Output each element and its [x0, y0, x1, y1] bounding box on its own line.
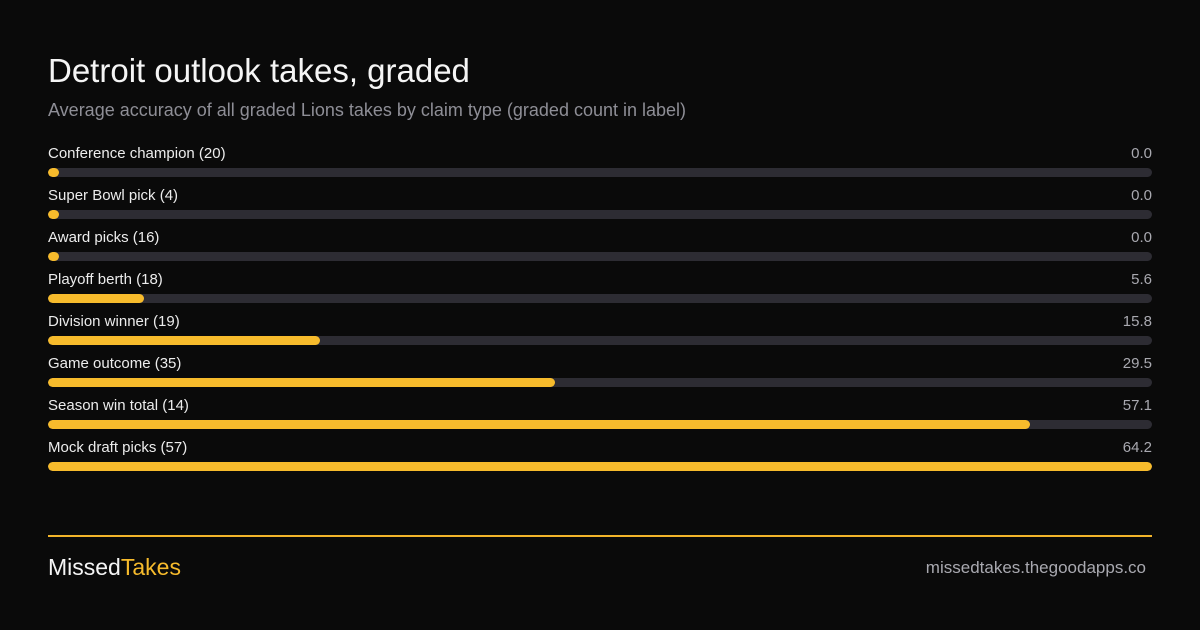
- chart-title: Detroit outlook takes, graded: [48, 52, 470, 89]
- brand-name-part1: Missed: [48, 554, 121, 580]
- brand-logo: MissedTakes: [48, 553, 181, 581]
- bar-row: Award picks (16) 0.0: [48, 227, 1152, 269]
- bar: [48, 210, 59, 219]
- bar-track: [48, 294, 1152, 303]
- bar-value-label: 57.1: [1122, 397, 1152, 414]
- bar-row: Division winner (19) 15.8: [48, 311, 1152, 353]
- bar-track: [48, 336, 1152, 345]
- bar: [48, 462, 1152, 471]
- bar-value-label: 64.2: [1122, 439, 1152, 456]
- bar-track: [48, 378, 1152, 387]
- bar-row: Season win total (14) 57.1: [48, 395, 1152, 437]
- bar-value-label: 0.0: [1131, 145, 1152, 162]
- bar-row: Game outcome (35) 29.5: [48, 353, 1152, 395]
- bar-row: Playoff berth (18) 5.6: [48, 269, 1152, 311]
- bar-track: [48, 420, 1152, 429]
- bar-row: Mock draft picks (57) 64.2: [48, 437, 1152, 479]
- bar: [48, 378, 556, 387]
- bar-value-label: 5.6: [1131, 271, 1152, 288]
- bar: [48, 336, 320, 345]
- bar-label: Playoff berth (18): [48, 271, 163, 288]
- bar: [48, 168, 59, 177]
- bar-label: Super Bowl pick (4): [48, 187, 179, 204]
- bar-value-label: 0.0: [1131, 229, 1152, 246]
- bar: [48, 252, 59, 261]
- bar-label: Game outcome (35): [48, 355, 182, 372]
- bar-track: [48, 168, 1152, 177]
- bar-label: Award picks (16): [48, 229, 160, 246]
- bar-value-label: 15.8: [1122, 313, 1152, 330]
- bar-chart: Conference champion (20) 0.0 Super Bowl pi…: [48, 143, 1152, 479]
- site-url: missedtakes.thegoodapps.co: [925, 558, 1146, 577]
- bar: [48, 420, 1030, 429]
- footer-divider: [48, 535, 1152, 537]
- bar-label: Division winner (19): [48, 313, 180, 330]
- bar: [48, 294, 145, 303]
- chart-subtitle: Average accuracy of all graded Lions tak…: [48, 100, 687, 120]
- bar-track: [48, 210, 1152, 219]
- bar-row: Conference champion (20) 0.0: [48, 143, 1152, 185]
- bar-label: Season win total (14): [48, 397, 189, 414]
- bar-label: Mock draft picks (57): [48, 439, 188, 456]
- bar-row: Super Bowl pick (4) 0.0: [48, 185, 1152, 227]
- bar-label: Conference champion (20): [48, 145, 226, 162]
- bar-track: [48, 252, 1152, 261]
- bar-track: [48, 462, 1152, 471]
- bar-value-label: 29.5: [1122, 355, 1152, 372]
- bar-value-label: 0.0: [1131, 187, 1152, 204]
- brand-name-part2: Takes: [120, 554, 181, 580]
